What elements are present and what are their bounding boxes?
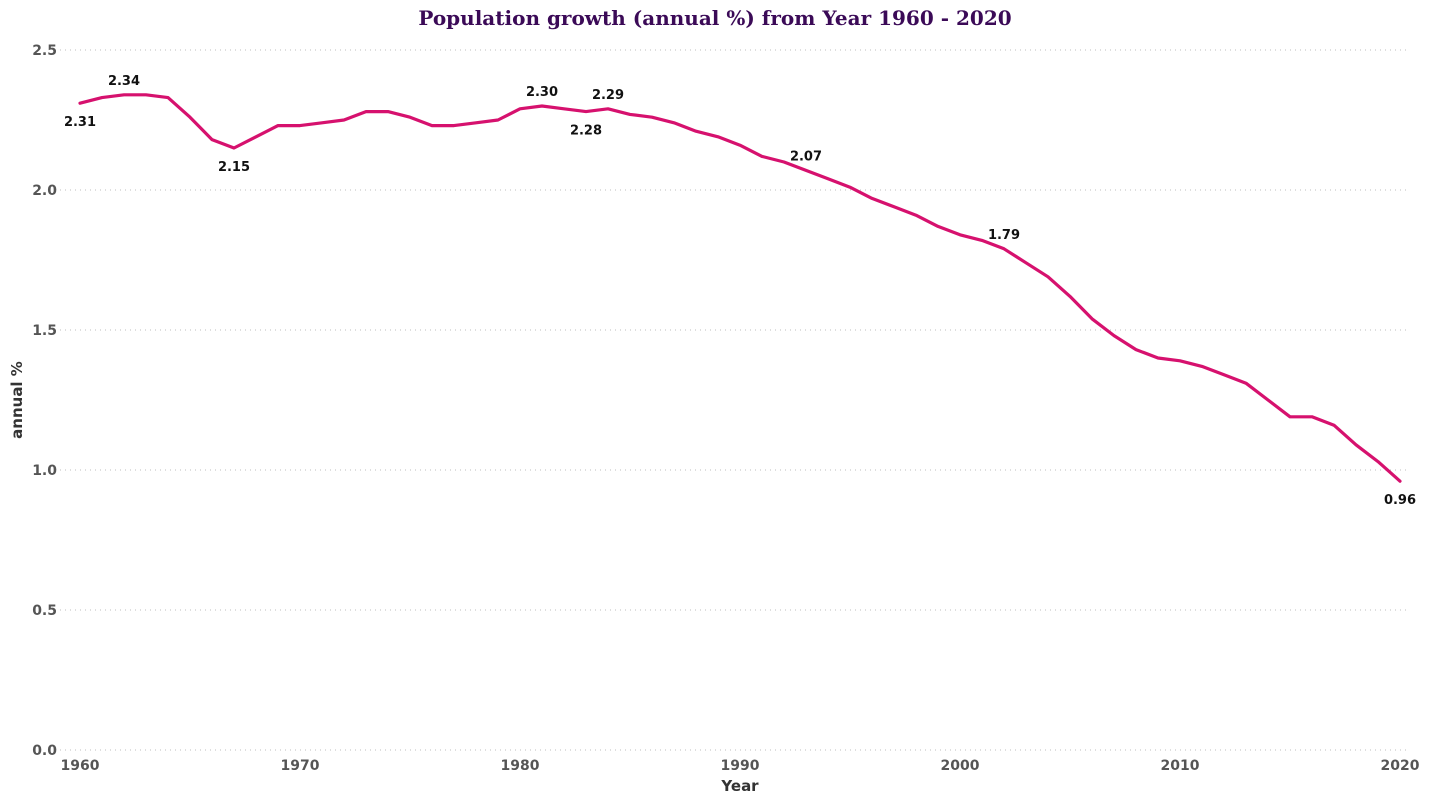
data-label: 2.29: [592, 88, 624, 103]
y-tick-label: 2.5: [32, 43, 57, 59]
x-tick-label: 2020: [1381, 758, 1420, 774]
data-label: 2.31: [64, 115, 96, 130]
x-tick-label: 2000: [941, 758, 980, 774]
y-tick-label: 2.0: [32, 183, 57, 199]
x-axis-title: Year: [720, 777, 759, 795]
x-tick-label: 1970: [281, 758, 320, 774]
data-label: 2.30: [526, 85, 558, 100]
x-tick-label: 1960: [61, 758, 100, 774]
chart-title: Population growth (annual %) from Year 1…: [418, 6, 1012, 30]
x-tick-label: 1980: [501, 758, 540, 774]
y-axis-ticks: 0.0 0.5 1.0 1.5 2.0 2.5: [32, 43, 57, 759]
x-tick-label: 2010: [1161, 758, 1200, 774]
grid-lines: [60, 49, 1410, 751]
data-label: 0.96: [1384, 493, 1416, 508]
data-label: 2.28: [570, 124, 602, 139]
y-axis-title: annual %: [8, 361, 26, 439]
y-tick-label: 1.0: [32, 463, 57, 479]
data-label: 2.34: [108, 74, 140, 89]
series-layer: [78, 93, 1402, 483]
series-line: [78, 93, 1402, 483]
data-label: 2.07: [790, 149, 822, 164]
x-tick-label: 1990: [721, 758, 760, 774]
data-labels: 2.31 2.34 2.15 2.30 2.28 2.29 2.07 1.79 0.96: [64, 74, 1416, 508]
y-tick-label: 1.5: [32, 323, 57, 339]
data-label: 1.79: [988, 228, 1020, 243]
y-tick-label: 0.0: [32, 743, 57, 759]
x-axis-ticks: 1960 1970 1980 1990 2000 2010 2020: [61, 758, 1420, 774]
y-tick-label: 0.5: [32, 603, 57, 619]
data-label: 2.15: [218, 160, 250, 175]
